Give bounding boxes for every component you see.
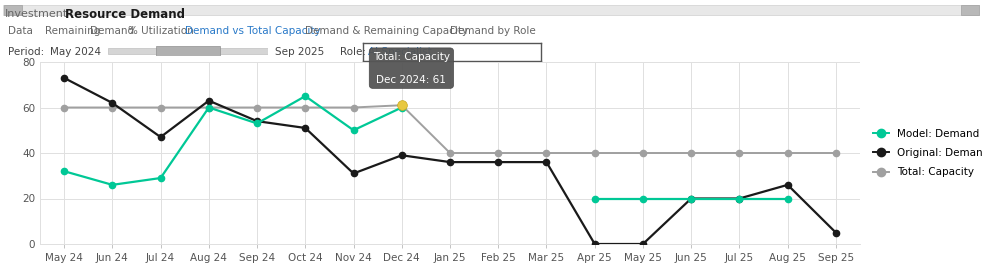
Text: May 2024: May 2024	[50, 47, 101, 57]
Text: AI Specialist: AI Specialist	[369, 47, 433, 57]
Text: Sep 2025: Sep 2025	[275, 47, 324, 57]
Text: Remaining: Remaining	[45, 26, 100, 36]
Text: Demand & Remaining Capacity: Demand & Remaining Capacity	[305, 26, 468, 36]
Legend: Model: Demand, Original: Demand, Total: Capacity: Model: Demand, Original: Demand, Total: …	[874, 129, 983, 177]
Text: Data: Data	[8, 26, 32, 36]
Text: % Utilization: % Utilization	[128, 26, 194, 36]
Text: Demand by Role: Demand by Role	[450, 26, 536, 36]
Bar	[4, 5, 22, 15]
Bar	[961, 5, 979, 15]
Bar	[156, 46, 220, 56]
Bar	[3, 5, 980, 15]
Text: Resource Demand: Resource Demand	[65, 8, 185, 20]
Text: Investment: Investment	[5, 9, 68, 19]
Text: Demand: Demand	[90, 26, 134, 36]
Text: Role:: Role:	[340, 47, 366, 57]
Text: Total: Capacity

Dec 2024: 61: Total: Capacity Dec 2024: 61	[373, 52, 450, 85]
Text: Demand vs Total Capacity: Demand vs Total Capacity	[185, 26, 320, 36]
Text: Period:: Period:	[8, 47, 44, 57]
Bar	[108, 48, 268, 54]
